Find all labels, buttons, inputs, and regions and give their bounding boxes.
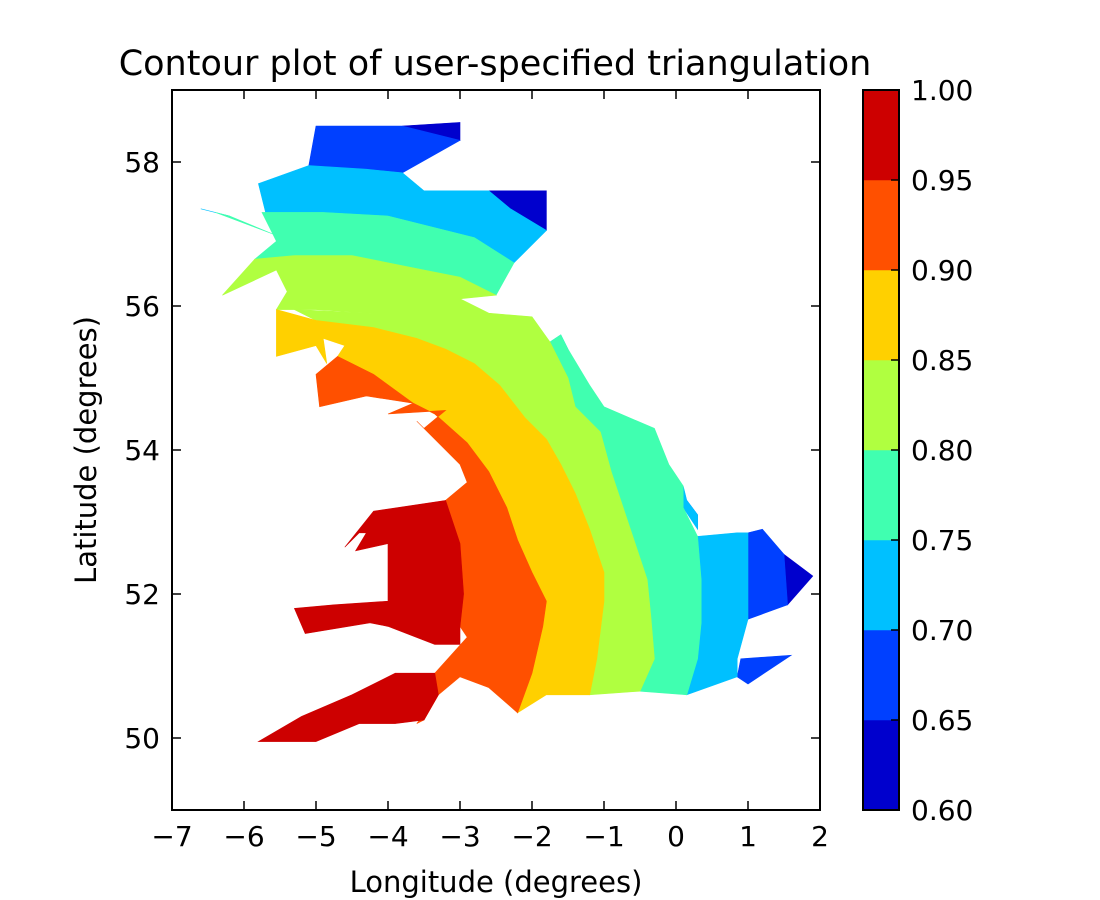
colorbar-segment xyxy=(863,630,899,720)
colorbar-tick-label: 0.80 xyxy=(911,434,973,467)
contour-region-1-3 xyxy=(737,655,791,684)
colorbar-tick-label: 0.90 xyxy=(911,254,973,287)
x-tick-label: −5 xyxy=(295,820,336,853)
contour-region-1-2 xyxy=(748,529,788,619)
x-tick-label: −7 xyxy=(151,820,192,853)
colorbar-segment xyxy=(863,180,899,270)
colorbar-tick-label: 0.70 xyxy=(911,614,973,647)
contour-region-7-1 xyxy=(258,673,438,741)
y-tick-label: 50 xyxy=(124,722,160,755)
x-tick-label: −2 xyxy=(511,820,552,853)
colorbar-tick-label: 1.00 xyxy=(911,74,973,107)
contour-fills xyxy=(201,122,813,741)
y-tick-label: 56 xyxy=(124,290,160,323)
x-tick-label: 1 xyxy=(739,820,757,853)
colorbar-segment xyxy=(863,90,899,180)
x-tick-label: −1 xyxy=(583,820,624,853)
x-tick-label: −6 xyxy=(223,820,264,853)
colorbar-segment xyxy=(863,450,899,540)
colorbar-tick-label: 0.85 xyxy=(911,344,973,377)
colorbar-segment xyxy=(863,360,899,450)
colorbar-segment xyxy=(863,720,899,810)
x-tick-label: 0 xyxy=(667,820,685,853)
x-axis-label: Longitude (degrees) xyxy=(350,865,643,899)
y-axis-label: Latitude (degrees) xyxy=(69,316,103,584)
colorbar-tick-label: 0.75 xyxy=(911,524,973,557)
chart-title: Contour plot of user-specified triangula… xyxy=(119,44,872,84)
colorbar: 0.60 0.65 0.70 0.75 0.80 0.85 0.90 0.95 1.00 xyxy=(863,74,973,827)
y-tick-label: 58 xyxy=(124,146,160,179)
colorbar-tick-label: 0.60 xyxy=(911,794,973,827)
y-tick-label: 52 xyxy=(124,578,160,611)
x-tick-label: −3 xyxy=(439,820,480,853)
x-tick-label: −4 xyxy=(367,820,408,853)
colorbar-segment xyxy=(863,270,899,360)
contour-region-0-2 xyxy=(784,554,813,604)
contour-region-7-0 xyxy=(294,500,463,644)
colorbar-tick-label: 0.65 xyxy=(911,704,973,737)
x-tick-label: 2 xyxy=(811,820,829,853)
colorbar-tick-label: 0.95 xyxy=(911,164,973,197)
colorbar-segment xyxy=(863,540,899,630)
y-tick-label: 54 xyxy=(124,434,160,467)
